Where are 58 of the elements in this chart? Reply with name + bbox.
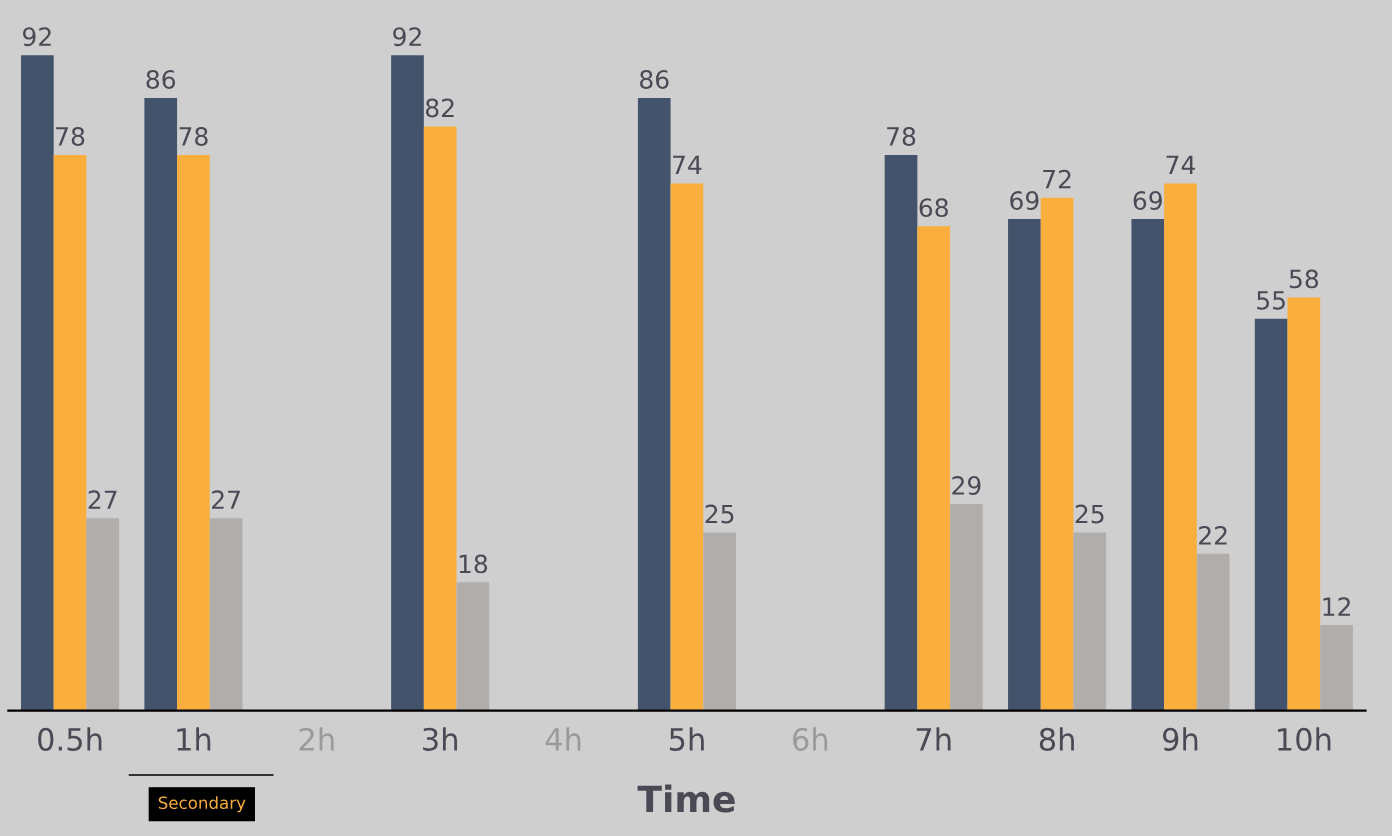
bar (637, 97, 671, 711)
bar (177, 154, 210, 711)
data-label: 12 (1323, 597, 1350, 616)
x-tick-label: 7h (916, 727, 951, 751)
data-label: 69 (1133, 191, 1162, 210)
data-label: 29 (952, 476, 981, 495)
data-label: 78 (179, 126, 208, 146)
data-label: 82 (425, 98, 454, 118)
bar (86, 518, 120, 711)
data-label: 55 (1257, 291, 1285, 310)
bar (21, 55, 54, 711)
x-axis-title: Time (637, 784, 735, 813)
bar (456, 582, 490, 711)
data-label: 72 (1043, 169, 1071, 189)
data-label: 27 (88, 490, 117, 509)
text: Secondary (158, 796, 246, 813)
bar (950, 503, 983, 711)
data-label: 69 (1010, 191, 1039, 210)
x-tick-label: 3h (423, 727, 457, 751)
data-label: 18 (459, 554, 488, 574)
bar (1040, 197, 1074, 711)
x-tick-label: 10h (1278, 727, 1331, 751)
x-tick-label: 9h (1163, 727, 1198, 751)
x-tick-label: 5h (669, 727, 704, 751)
bar (391, 55, 424, 711)
x-tick-label: 8h (1039, 727, 1074, 751)
data-label: 27 (212, 490, 240, 509)
bar (1287, 297, 1321, 711)
data-label: 74 (1166, 155, 1195, 175)
data-label: 58 (1289, 269, 1319, 289)
bar (209, 518, 243, 711)
data-label: 25 (1075, 504, 1104, 524)
bar (53, 154, 87, 711)
bar (1254, 318, 1288, 711)
bar (1164, 183, 1197, 711)
bar (1196, 553, 1230, 711)
bar (1073, 532, 1107, 711)
data-label: 74 (673, 155, 702, 175)
bar (670, 183, 704, 711)
data-label: 78 (887, 126, 916, 146)
data-label: 68 (919, 198, 948, 218)
bar (703, 532, 736, 711)
data-label: 92 (23, 27, 51, 47)
bar (1008, 219, 1041, 711)
data-label: 25 (705, 504, 734, 524)
bar (884, 154, 918, 711)
bar (144, 97, 178, 711)
data-label: 92 (393, 27, 421, 47)
bar (423, 126, 457, 711)
x-tick-label: 1h (177, 727, 211, 751)
bar (1320, 625, 1353, 711)
x-tick-label: 0.5h (38, 727, 102, 751)
data-label: 86 (640, 69, 669, 89)
data-label: 86 (146, 69, 176, 89)
data-label: 78 (56, 126, 85, 146)
data-label: 22 (1199, 525, 1227, 545)
bar (1131, 219, 1165, 711)
bar (917, 226, 951, 711)
